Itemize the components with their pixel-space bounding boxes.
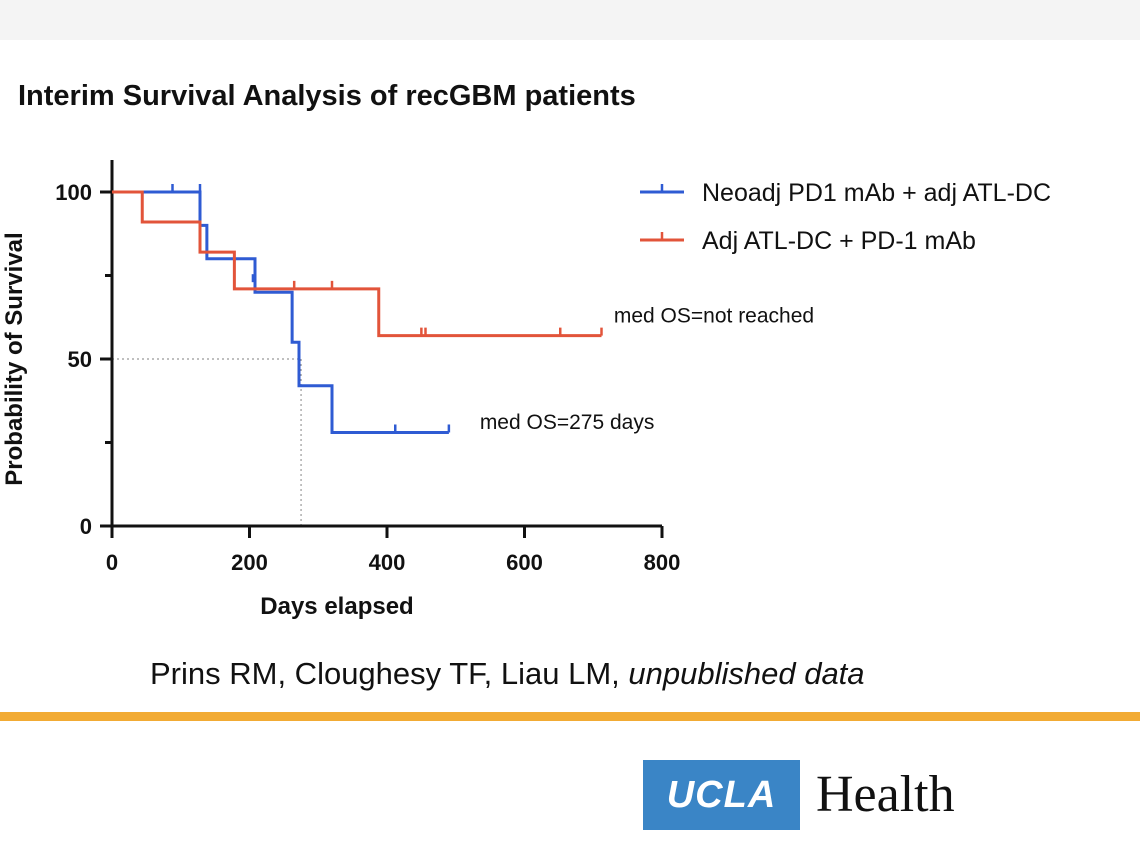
survival-chart: 0 200 400 600 800 0 50 100 Days elapsed Probabili… xyxy=(1,160,1051,620)
x-tick-label: 800 xyxy=(644,550,681,575)
median-os-annotation: med OS=not reached xyxy=(614,304,814,327)
series-line-2 xyxy=(112,190,602,338)
slide-title: Interim Survival Analysis of recGBM pati… xyxy=(18,80,636,112)
caption-authors: Prins RM, Cloughesy TF, Liau LM, xyxy=(150,656,629,691)
median-os-annotation: med OS=275 days xyxy=(480,411,655,434)
y-axis-label: Probability of Survival xyxy=(1,232,28,485)
x-tick-label: 400 xyxy=(369,550,406,575)
y-tick-label: 0 xyxy=(80,514,92,539)
caption: Prins RM, Cloughesy TF, Liau LM, unpubli… xyxy=(150,656,865,692)
series-line-1 xyxy=(112,190,449,434)
legend-label-1: Neoadj PD1 mAb + adj ATL-DC xyxy=(702,179,1051,207)
legend-label-2: Adj ATL-DC + PD-1 mAb xyxy=(702,227,976,255)
top-band xyxy=(0,0,1140,40)
ucla-logo-mark: UCLA xyxy=(643,760,800,830)
caption-italic: unpublished data xyxy=(628,656,865,691)
x-axis-label: Days elapsed xyxy=(260,593,413,620)
y-tick-label: 100 xyxy=(55,180,92,205)
health-wordmark: Health xyxy=(816,766,955,823)
x-tick-label: 600 xyxy=(506,550,543,575)
accent-rule xyxy=(0,712,1140,721)
x-tick-label: 0 xyxy=(106,550,118,575)
x-tick-label: 200 xyxy=(231,550,268,575)
ucla-health-logo: UCLA Health xyxy=(643,760,955,830)
y-tick-label: 50 xyxy=(68,347,92,372)
